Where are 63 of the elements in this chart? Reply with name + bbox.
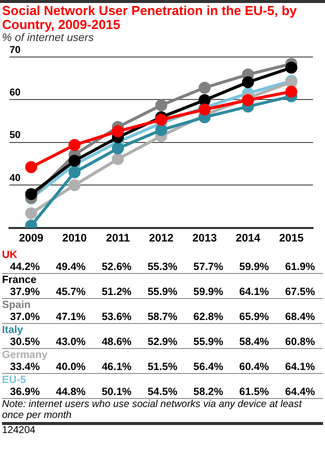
text: France xyxy=(2,274,38,286)
data-label: 37.0% xyxy=(2,310,48,324)
data-label: 57.7% xyxy=(185,260,232,274)
data-label: 45.7% xyxy=(48,286,94,298)
y-tick-label: 40 xyxy=(10,172,22,184)
text: Italy xyxy=(2,324,24,336)
data-label: 58.2% xyxy=(185,386,232,398)
data-label: 58.7% xyxy=(140,310,186,324)
data-label: 37.9% xyxy=(2,286,48,298)
data-label: 46.1% xyxy=(94,360,140,374)
data-label: 44.8% xyxy=(48,386,94,398)
data-label: 44.2% xyxy=(2,260,48,274)
data-label: 60.8% xyxy=(277,336,323,348)
data-label: 55.3% xyxy=(140,260,186,274)
x-tick-label: 2011 xyxy=(106,232,130,244)
text: 124204 xyxy=(2,422,323,436)
x-tick-label: 2010 xyxy=(62,232,87,244)
data-label: 51.5% xyxy=(140,360,186,374)
data-label: 53.6% xyxy=(94,310,140,324)
text: UK xyxy=(2,249,18,262)
data-label: 55.9% xyxy=(140,286,186,298)
data-label: 48.6% xyxy=(94,336,140,348)
data-label: 52.9% xyxy=(140,336,186,348)
data-label: 60.4% xyxy=(231,360,278,374)
data-label: 61.5% xyxy=(231,386,278,398)
data-label: 33.4% xyxy=(2,360,48,374)
y-tick-label: 50 xyxy=(10,130,22,142)
y-tick-label: 60 xyxy=(10,87,22,98)
data-label: 64.4% xyxy=(277,386,323,398)
text: Germany xyxy=(2,348,49,362)
data-label: 55.9% xyxy=(185,336,232,348)
text: Spain xyxy=(2,298,32,312)
data-label: 47.1% xyxy=(48,310,94,324)
data-label: 56.4% xyxy=(185,360,232,374)
data-label: 43.0% xyxy=(48,336,94,348)
x-tick-label: 2015 xyxy=(279,232,304,244)
data-label: 64.1% xyxy=(231,286,278,298)
data-label: 40.0% xyxy=(48,360,94,374)
x-tick-label: 2014 xyxy=(236,232,262,244)
data-label: 36.9% xyxy=(2,386,48,398)
data-label: 64.1% xyxy=(277,360,323,374)
chart-title: Social Network User Penetration in the EU-5, by Country, 2009-2015 xyxy=(2,3,298,32)
x-tick-label: 2009 xyxy=(18,232,44,244)
data-label: 59.9% xyxy=(231,260,278,274)
text: Note: internet users who use social networks via any device at least once per month xyxy=(2,399,303,421)
data-label: 62.8% xyxy=(185,310,232,324)
data-label: 58.4% xyxy=(231,336,278,348)
data-label: 49.4% xyxy=(48,260,94,274)
data-label: 50.1% xyxy=(94,386,140,398)
data-label: 52.6% xyxy=(94,260,140,274)
chart-subtitle: % of internet users xyxy=(2,32,95,44)
data-label: 30.5% xyxy=(2,336,48,348)
data-label: 65.9% xyxy=(231,310,278,324)
x-tick-label: 2012 xyxy=(149,232,174,244)
data-label: 67.5% xyxy=(277,286,323,298)
data-label: 61.9% xyxy=(277,260,323,274)
data-label: 54.5% xyxy=(140,386,186,398)
y-tick-label: 70 xyxy=(10,44,22,56)
text: EU-5 xyxy=(2,374,27,386)
x-tick-label: 2013 xyxy=(192,232,217,244)
data-label: 59.9% xyxy=(185,286,232,298)
data-label: 51.2% xyxy=(94,286,140,298)
data-label: 68.4% xyxy=(277,310,323,324)
